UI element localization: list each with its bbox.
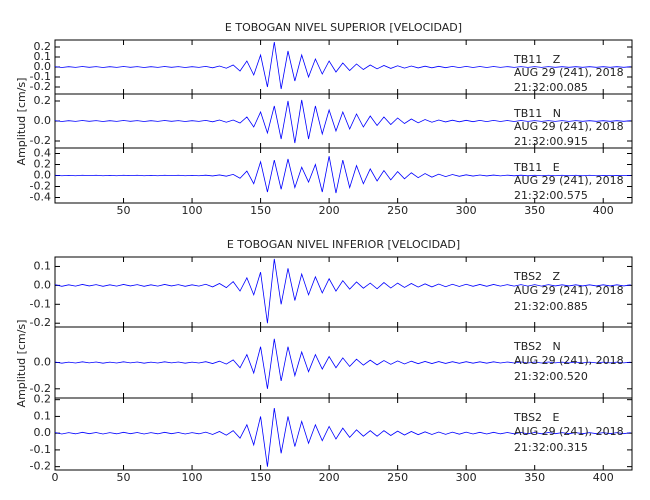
x-tick-label: 50 <box>117 471 131 484</box>
y-tick-label: -0.2 <box>30 382 51 395</box>
trace-name: TBS2 Z <box>513 270 561 283</box>
trace-date: AUG 29 (241), 2018 <box>514 284 624 297</box>
chart-title: E TOBOGAN NIVEL INFERIOR [VELOCIDAD] <box>227 238 460 251</box>
trace-time: 21:32:00.085 <box>514 81 588 94</box>
waveform <box>54 258 631 324</box>
y-tick-label: 0.0 <box>34 114 52 127</box>
x-tick-label: 250 <box>387 204 408 217</box>
x-tick-label: 200 <box>319 471 340 484</box>
y-tick-label: -0.2 <box>30 180 51 193</box>
y-tick-label: 0.2 <box>34 40 52 53</box>
y-tick-label: 0.1 <box>34 409 52 422</box>
trace-time: 21:32:00.575 <box>514 189 588 202</box>
x-tick-label: 300 <box>456 471 477 484</box>
x-tick-label: 100 <box>182 471 203 484</box>
x-tick-label: 300 <box>456 204 477 217</box>
y-tick-label: -0.2 <box>30 80 51 93</box>
y-tick-label: 0.0 <box>34 169 52 182</box>
y-tick-label: -0.4 <box>30 191 51 204</box>
trace-name: TB11 E <box>513 161 560 174</box>
y-tick-label: -0.1 <box>30 297 51 310</box>
y-tick-label: 0.0 <box>34 278 52 291</box>
trace-date: AUG 29 (241), 2018 <box>514 354 624 367</box>
y-tick-label: 0.1 <box>34 259 52 272</box>
panel-frame <box>54 397 633 471</box>
y-tick-label: -0.1 <box>30 70 51 83</box>
x-tick-label: 50 <box>117 204 131 217</box>
x-tick-label: 100 <box>182 204 203 217</box>
x-tick-label: 150 <box>250 471 271 484</box>
x-tick-label: 400 <box>593 204 614 217</box>
trace-date: AUG 29 (241), 2018 <box>514 66 624 79</box>
trace-date: AUG 29 (241), 2018 <box>514 120 624 133</box>
y-tick-label: -0.2 <box>30 460 51 473</box>
y-axis-label: Amplitud [cm/s] <box>15 320 28 408</box>
waveform <box>54 156 631 194</box>
waveform <box>54 338 631 389</box>
y-tick-label: -0.1 <box>30 443 51 456</box>
trace-date: AUG 29 (241), 2018 <box>514 425 624 438</box>
y-axis-label: Amplitud [cm/s] <box>15 78 28 166</box>
x-tick-label: 400 <box>593 471 614 484</box>
x-tick-label: 200 <box>319 204 340 217</box>
waveform <box>54 407 631 467</box>
trace-time: 21:32:00.915 <box>514 135 588 148</box>
x-tick-label: 150 <box>250 204 271 217</box>
y-tick-label: -0.2 <box>30 316 51 329</box>
y-tick-label: 0.4 <box>34 147 52 160</box>
y-tick-label: 0.2 <box>34 158 52 171</box>
waveform <box>54 99 631 144</box>
x-tick-label: 350 <box>524 471 545 484</box>
trace-date: AUG 29 (241), 2018 <box>514 174 624 187</box>
trace-name: TBS2 E <box>513 411 560 424</box>
y-tick-label: 0.2 <box>34 94 52 107</box>
chart-title: E TOBOGAN NIVEL SUPERIOR [VELOCIDAD] <box>225 21 462 34</box>
trace-name: TB11 N <box>513 107 561 120</box>
x-tick-label: 350 <box>524 204 545 217</box>
y-tick-label: -0.2 <box>30 134 51 147</box>
trace-name: TB11 Z <box>513 53 561 66</box>
waveform <box>54 41 631 90</box>
y-tick-label: 0.0 <box>34 60 52 73</box>
y-tick-label: 0.0 <box>34 356 52 369</box>
y-tick-label: 0.0 <box>34 426 52 439</box>
y-tick-label: 0.1 <box>34 50 52 63</box>
trace-name: TBS2 N <box>513 340 561 353</box>
trace-time: 21:32:00.520 <box>514 370 588 383</box>
y-tick-label: 0.2 <box>34 393 52 406</box>
x-tick-label: 250 <box>387 471 408 484</box>
trace-time: 21:32:00.315 <box>514 441 588 454</box>
x-tick-label: 0 <box>52 471 59 484</box>
trace-time: 21:32:00.885 <box>514 300 588 313</box>
